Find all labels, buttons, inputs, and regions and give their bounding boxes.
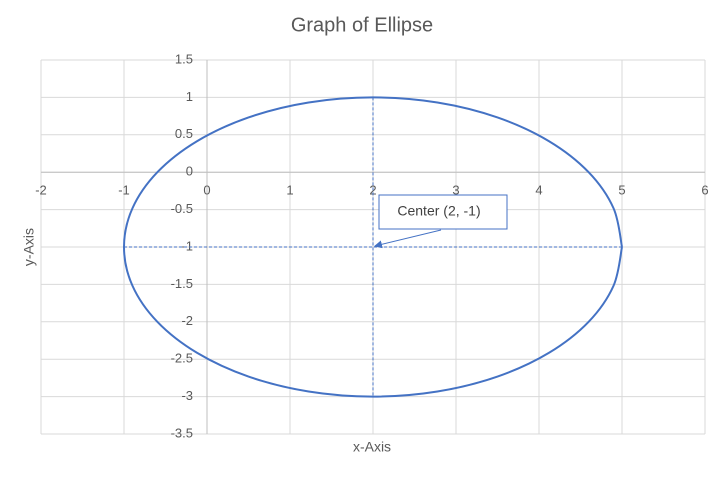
y-tick-label: -1.5 — [171, 276, 193, 291]
x-tick-label: 3 — [452, 183, 459, 198]
y-tick-label: -3 — [181, 388, 193, 403]
y-tick-label: -1 — [181, 238, 193, 253]
y-tick-label: 1 — [186, 89, 193, 104]
y-tick-label: -3.5 — [171, 425, 193, 440]
y-tick-label: -0.5 — [171, 201, 193, 216]
y-tick-label: -2 — [181, 313, 193, 328]
x-tick-label: 0 — [203, 183, 210, 198]
x-axis-label: x-Axis — [353, 439, 391, 455]
x-tick-label: 1 — [286, 183, 293, 198]
annotation-text: Center (2, -1) — [397, 203, 480, 219]
y-tick-label: 1.5 — [175, 51, 193, 66]
annotation-box — [378, 194, 508, 230]
x-tick-label: -2 — [35, 183, 47, 198]
chart-title: Graph of Ellipse — [291, 14, 433, 36]
y-tick-label: -2.5 — [171, 351, 193, 366]
x-tick-label: -1 — [118, 183, 130, 198]
annotation-arrow — [374, 229, 442, 249]
y-tick-label: 0.5 — [175, 126, 193, 141]
x-tick-label: 4 — [535, 183, 542, 198]
y-axis-label: y-Axis — [21, 228, 37, 266]
y-tick-label: 0 — [186, 164, 193, 179]
x-tick-label: 6 — [701, 183, 708, 198]
x-tick-label: 5 — [618, 183, 625, 198]
